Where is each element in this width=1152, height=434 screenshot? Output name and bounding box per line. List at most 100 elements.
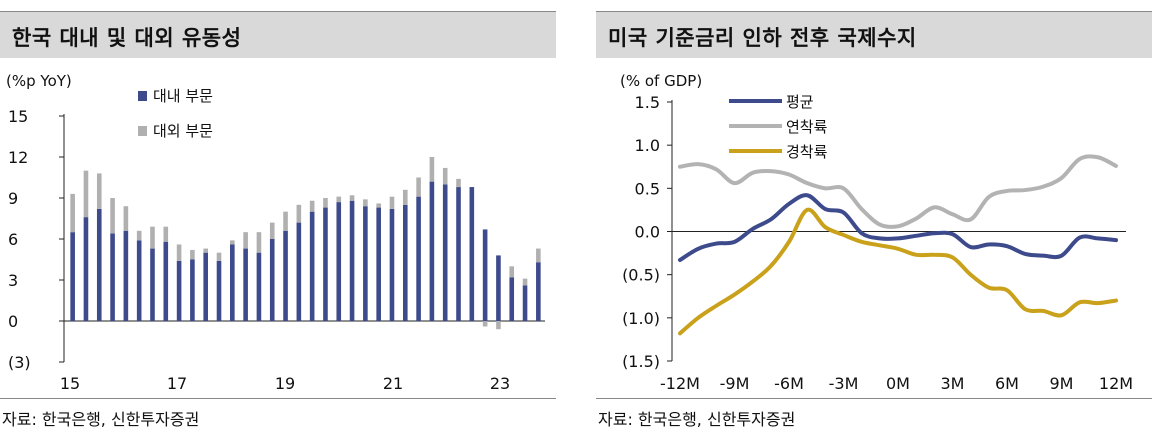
- y-axis-unit-label: (%p YoY): [6, 72, 72, 90]
- bar-domestic: [336, 202, 342, 321]
- bar-external: [176, 244, 182, 261]
- bar-external: [536, 248, 541, 263]
- bar-external: [482, 321, 488, 327]
- y-tick-label: 9: [8, 189, 18, 208]
- bar-external: [363, 199, 368, 207]
- y-axis-unit-label: (% of GDP): [620, 72, 702, 90]
- y-tick-label: (1.5): [622, 352, 660, 371]
- bar-domestic: [283, 230, 288, 321]
- bar-domestic: [83, 217, 89, 321]
- left-chart-panel: 한국 대내 및 대외 유동성 (%p YoY) 15 12 9 6 3 0 (3) 15 17 19…: [0, 0, 556, 434]
- x-tick-label: 0M: [886, 374, 910, 393]
- bar-domestic: [163, 241, 169, 321]
- bar-external: [190, 249, 195, 260]
- bottom-rule: [0, 398, 556, 399]
- bar-domestic: [256, 252, 262, 321]
- x-tick-label: 15: [60, 374, 80, 393]
- bar-external: [70, 193, 75, 233]
- bar-domestic: [203, 252, 209, 321]
- y-tick-label: (3): [8, 353, 31, 372]
- bar-domestic: [509, 277, 515, 321]
- right-chart-title: 미국 기준금리 인하 전후 국제수지: [608, 26, 917, 50]
- bar-domestic: [230, 244, 235, 321]
- top-rule: [0, 11, 556, 12]
- bar-domestic: [496, 255, 501, 321]
- bar-external: [442, 167, 448, 185]
- y-tick-label: (0.5): [622, 266, 660, 285]
- bar-external: [243, 232, 248, 249]
- bar-domestic: [482, 229, 488, 321]
- bar-external: [123, 206, 129, 231]
- y-tick-label: 1.0: [635, 136, 660, 155]
- x-tick-label: 9M: [1050, 374, 1074, 393]
- x-tick-label: 23: [490, 374, 510, 393]
- bar-domestic: [416, 196, 421, 321]
- x-tick-label: 3M: [941, 374, 965, 393]
- bar-external: [389, 196, 395, 209]
- y-tick-label: 6: [8, 230, 18, 249]
- x-tick-label: 21: [383, 374, 403, 393]
- x-tick-label: 19: [275, 374, 295, 393]
- bar-external: [509, 266, 515, 278]
- bar-domestic: [536, 262, 541, 321]
- x-tick-label: 12M: [1099, 374, 1133, 393]
- bar-domestic: [429, 181, 435, 321]
- bar-domestic: [402, 204, 408, 321]
- x-tick-label: -12M: [660, 374, 700, 393]
- left-source-note: 자료: 한국은행, 신한투자증권: [2, 410, 200, 429]
- bar-domestic: [309, 211, 315, 321]
- legend-label: 연착륙: [786, 118, 828, 136]
- legend-label: 대내 부문: [153, 87, 213, 105]
- bar-external: [429, 157, 435, 182]
- legend-swatch: [138, 91, 147, 101]
- bar-external: [203, 248, 209, 253]
- right-chart-panel: 미국 기준금리 인하 전후 국제수지 (% of GDP) 1.5 1.0 0.5 0.…: [596, 0, 1152, 434]
- x-tick-label: 17: [167, 374, 187, 393]
- bar-external: [402, 189, 408, 205]
- bar-external: [456, 178, 461, 188]
- line-soft-landing: [678, 154, 1118, 229]
- bottom-rule: [596, 398, 1152, 399]
- bar-domestic: [216, 260, 222, 321]
- line-hard-landing: [678, 207, 1118, 336]
- bar-domestic: [456, 187, 461, 321]
- bar-domestic: [96, 208, 102, 321]
- bar-domestic: [469, 187, 475, 321]
- left-title-bar: 한국 대내 및 대외 유동성: [0, 12, 556, 58]
- bar-domestic: [376, 207, 381, 321]
- bar-external: [336, 196, 342, 203]
- line-average: [678, 193, 1118, 262]
- y-tick-label: 1.5: [635, 93, 660, 112]
- top-rule: [596, 11, 1152, 12]
- bar-domestic: [323, 207, 328, 321]
- bar-external: [522, 278, 528, 286]
- right-line-chart: (% of GDP) 1.5 1.0 0.5 0.0 (0.5) (1.0) (1.5)-12…: [620, 72, 1133, 393]
- bar-external: [136, 230, 142, 241]
- bar-external: [296, 204, 302, 223]
- bar-external: [96, 173, 102, 209]
- bar-external: [150, 226, 155, 249]
- bar-external: [256, 232, 262, 253]
- bar-domestic: [522, 285, 528, 321]
- x-tick-label: -3M: [829, 374, 859, 393]
- bar-domestic: [442, 184, 448, 321]
- bar-domestic: [150, 248, 155, 321]
- left-chart-title: 한국 대내 및 대외 유동성: [12, 26, 242, 50]
- y-tick-label: (1.0): [622, 309, 660, 328]
- bar-domestic: [110, 233, 115, 321]
- bar-external: [496, 321, 501, 330]
- bar-external: [110, 198, 115, 234]
- bar-domestic: [243, 248, 248, 321]
- bar-external: [216, 252, 222, 261]
- bar-domestic: [176, 260, 182, 321]
- x-tick-label: -9M: [720, 374, 750, 393]
- y-tick-label: 3: [8, 271, 18, 290]
- bar-domestic: [123, 230, 129, 321]
- bar-external: [309, 200, 315, 212]
- bar-domestic: [70, 232, 75, 321]
- bar-external: [376, 203, 381, 208]
- bar-external: [323, 198, 328, 208]
- bar-external: [83, 170, 89, 218]
- bar-domestic: [136, 240, 142, 321]
